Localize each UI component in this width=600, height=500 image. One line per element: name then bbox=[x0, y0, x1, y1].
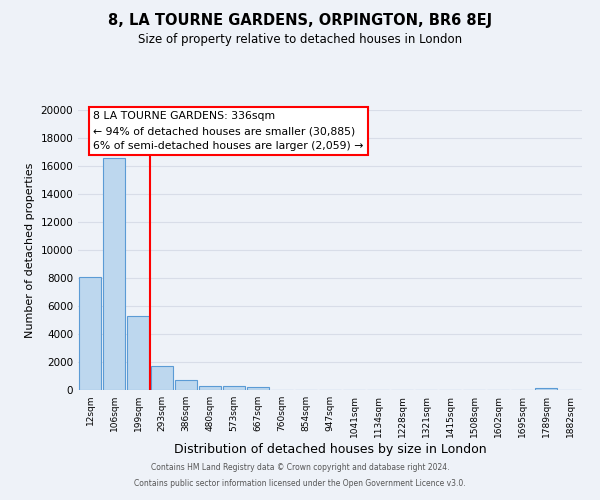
Bar bbox=[151, 366, 173, 390]
Bar bbox=[199, 386, 221, 390]
Text: 8 LA TOURNE GARDENS: 336sqm
← 94% of detached houses are smaller (30,885)
6% of : 8 LA TOURNE GARDENS: 336sqm ← 94% of det… bbox=[93, 112, 364, 151]
Text: Contains public sector information licensed under the Open Government Licence v3: Contains public sector information licen… bbox=[134, 478, 466, 488]
Bar bbox=[103, 158, 125, 390]
Bar bbox=[535, 388, 557, 390]
Text: Contains HM Land Registry data © Crown copyright and database right 2024.: Contains HM Land Registry data © Crown c… bbox=[151, 464, 449, 472]
Bar bbox=[79, 276, 101, 390]
Bar bbox=[223, 386, 245, 390]
Text: Size of property relative to detached houses in London: Size of property relative to detached ho… bbox=[138, 32, 462, 46]
X-axis label: Distribution of detached houses by size in London: Distribution of detached houses by size … bbox=[173, 442, 487, 456]
Text: 8, LA TOURNE GARDENS, ORPINGTON, BR6 8EJ: 8, LA TOURNE GARDENS, ORPINGTON, BR6 8EJ bbox=[108, 12, 492, 28]
Y-axis label: Number of detached properties: Number of detached properties bbox=[25, 162, 35, 338]
Bar bbox=[175, 380, 197, 390]
Bar bbox=[127, 316, 149, 390]
Bar bbox=[247, 387, 269, 390]
